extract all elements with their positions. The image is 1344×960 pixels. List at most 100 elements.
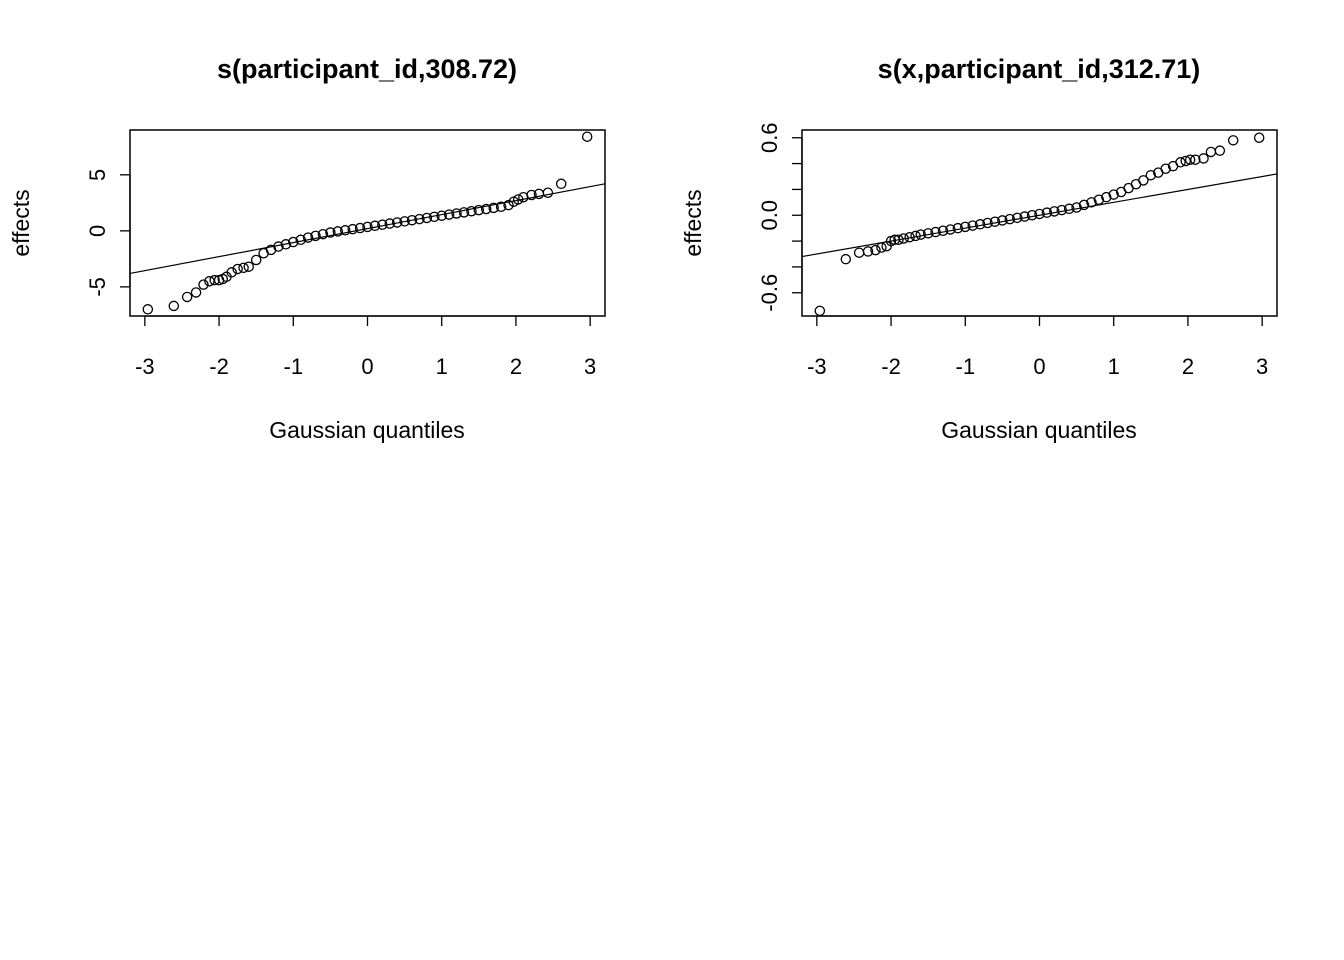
data-point — [1190, 154, 1201, 165]
data-point — [414, 213, 425, 225]
data-point — [814, 305, 826, 317]
x-axis: -3 -2 -1 0 1 2 3 — [135, 315, 596, 379]
data-point — [1214, 145, 1226, 156]
data-point — [466, 205, 477, 217]
data-point — [1198, 153, 1209, 164]
data-point — [974, 219, 986, 230]
data-point — [945, 224, 956, 235]
data-point — [1034, 208, 1045, 220]
data-point — [238, 262, 249, 274]
data-point — [1026, 209, 1038, 221]
data-point — [555, 178, 567, 190]
data-point — [1145, 169, 1157, 181]
data-point — [526, 189, 537, 201]
x-tick-label: 3 — [1256, 354, 1268, 379]
data-point — [406, 214, 418, 226]
y-tick-label: 0 — [85, 225, 110, 237]
data-point — [915, 229, 927, 240]
data-point — [1108, 189, 1119, 200]
y-tick-label: 0.6 — [757, 122, 782, 153]
data-point — [1205, 146, 1217, 158]
data-point — [232, 263, 243, 275]
data-point — [1086, 197, 1097, 208]
y-axis: -0.6 0.0 0.6 — [757, 122, 803, 312]
data-point — [288, 236, 299, 248]
data-point — [1011, 212, 1023, 224]
data-point — [1093, 194, 1105, 205]
data-point — [280, 239, 292, 250]
x-tick-label: 2 — [1182, 354, 1194, 379]
data-point — [488, 202, 499, 214]
data-point — [937, 225, 949, 236]
data-point — [480, 203, 492, 215]
data-point — [142, 304, 154, 315]
data-point — [347, 223, 358, 235]
data-point — [1184, 154, 1196, 165]
data-points-layer — [142, 131, 593, 315]
data-point — [1049, 206, 1060, 217]
qq-plot-participant-id: s(participant_id,308.72) effects Gaussia… — [8, 54, 606, 443]
data-point — [495, 201, 507, 213]
data-point — [982, 217, 993, 229]
data-point — [876, 242, 887, 253]
x-tick-label: 0 — [361, 354, 373, 379]
data-point — [181, 291, 193, 303]
data-point — [377, 219, 388, 230]
data-point — [295, 234, 306, 246]
qq-plot-x-participant-id: s(x,participant_id,312.71) effects Gauss… — [680, 54, 1278, 443]
data-point — [273, 241, 284, 252]
x-tick-label: -3 — [135, 354, 155, 379]
data-point — [898, 233, 909, 244]
x-tick-label: 2 — [510, 354, 522, 379]
data-point — [512, 194, 524, 205]
data-point — [332, 226, 344, 237]
data-point — [190, 287, 202, 298]
x-axis-label: Gaussian quantiles — [941, 417, 1137, 443]
y-axis: -5 0 5 — [85, 169, 131, 297]
x-tick-label: 1 — [436, 354, 448, 379]
data-point — [930, 226, 941, 238]
data-point — [209, 274, 220, 286]
x-axis: -3 -2 -1 0 1 2 3 — [807, 315, 1268, 379]
x-tick-label: -1 — [284, 354, 304, 379]
x-axis-label: Gaussian quantiles — [269, 417, 465, 443]
data-point — [369, 220, 381, 232]
data-point — [198, 279, 209, 290]
data-point — [853, 247, 865, 258]
data-point — [581, 131, 593, 142]
data-point — [870, 244, 881, 256]
data-point — [226, 267, 237, 278]
data-point — [997, 215, 1008, 226]
data-point — [310, 230, 321, 242]
data-point — [451, 208, 462, 219]
data-point — [840, 253, 852, 265]
data-point — [168, 300, 180, 312]
data-point — [325, 227, 336, 238]
reference-line — [801, 173, 1278, 258]
data-point — [1160, 163, 1171, 174]
data-point — [362, 221, 373, 233]
reference-line — [129, 183, 606, 275]
y-axis-label: effects — [8, 189, 34, 256]
data-point — [243, 261, 254, 272]
reference-line-layer — [129, 183, 606, 275]
data-point — [339, 225, 351, 236]
data-point — [250, 254, 262, 266]
data-point — [1078, 199, 1090, 211]
data-point — [1019, 211, 1030, 222]
data-point — [384, 218, 396, 229]
data-point — [1138, 175, 1149, 186]
x-tick-label: 1 — [1108, 354, 1120, 379]
data-point — [421, 212, 433, 224]
plot-title: s(x,participant_id,312.71) — [878, 54, 1201, 84]
data-point — [952, 222, 964, 234]
x-tick-label: -3 — [807, 354, 827, 379]
x-tick-label: 0 — [1033, 354, 1045, 379]
data-point — [1175, 157, 1186, 168]
data-point — [317, 228, 329, 240]
data-point — [1004, 213, 1016, 225]
data-point — [1063, 203, 1075, 215]
data-point — [1253, 132, 1265, 143]
data-point — [960, 221, 971, 233]
data-point — [443, 209, 455, 220]
